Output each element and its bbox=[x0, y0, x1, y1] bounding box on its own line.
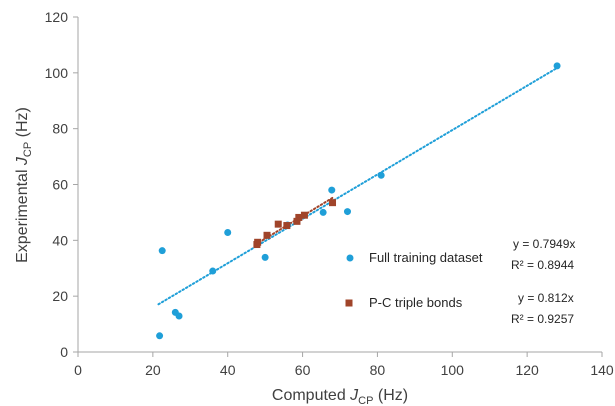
data-point bbox=[283, 222, 291, 230]
data-point bbox=[263, 231, 271, 239]
data-point bbox=[175, 312, 183, 320]
legend-label-full-training: Full training dataset bbox=[369, 250, 483, 265]
data-point bbox=[295, 213, 303, 221]
x-tick-label: 40 bbox=[220, 362, 236, 378]
data-point bbox=[158, 247, 166, 255]
series-full-training bbox=[156, 62, 561, 340]
x-tick-label: 60 bbox=[295, 362, 311, 378]
trendlines bbox=[157, 66, 559, 306]
trendline-full-training bbox=[157, 66, 559, 306]
y-tick-label: 0 bbox=[60, 344, 68, 360]
y-tick-label: 120 bbox=[45, 9, 69, 25]
data-point bbox=[274, 220, 282, 228]
data-point bbox=[319, 208, 327, 216]
x-tick-label: 80 bbox=[370, 362, 386, 378]
data-point bbox=[224, 229, 232, 237]
data-point bbox=[254, 238, 262, 246]
legend-marker-pc-triple bbox=[345, 299, 353, 307]
data-point bbox=[156, 332, 164, 340]
equations: y = 0.7949x R² = 0.8944 y = 0.812x R² = … bbox=[511, 237, 575, 326]
y-tick-label: 20 bbox=[52, 288, 68, 304]
data-point bbox=[293, 217, 301, 225]
data-points bbox=[156, 62, 561, 340]
y-tick-label: 100 bbox=[45, 65, 69, 81]
data-point bbox=[261, 253, 269, 261]
x-tick-label: 100 bbox=[441, 362, 465, 378]
axes: 0 20 40 60 80 100 120 140 0 20 40 60 80 100 120 bbox=[45, 9, 614, 378]
data-point bbox=[209, 267, 217, 275]
legend: Full training dataset P-C triple bonds bbox=[345, 250, 483, 310]
x-tick-label: 0 bbox=[74, 362, 82, 378]
y-tick-label: 60 bbox=[52, 177, 68, 193]
series-pc-triple bbox=[253, 199, 337, 249]
y-tick-label: 80 bbox=[52, 121, 68, 137]
data-point bbox=[328, 186, 336, 194]
equation-full-training: y = 0.7949x bbox=[513, 237, 575, 251]
y-axis-label: Experimental JCP (Hz) bbox=[14, 107, 34, 263]
y-tick-label: 40 bbox=[52, 232, 68, 248]
x-axis-label: Computed JCP (Hz) bbox=[272, 387, 408, 406]
data-point bbox=[553, 62, 561, 70]
x-tick-label: 20 bbox=[145, 362, 161, 378]
x-tick-label: 140 bbox=[590, 362, 614, 378]
legend-marker-full-training bbox=[346, 254, 354, 262]
legend-label-pc-triple: P-C triple bonds bbox=[369, 295, 463, 310]
r2-pc-triple: R² = 0.9257 bbox=[511, 312, 574, 326]
r2-full-training: R² = 0.8944 bbox=[511, 258, 574, 272]
equation-pc-triple: y = 0.812x bbox=[518, 291, 574, 305]
data-point bbox=[329, 199, 337, 207]
data-point bbox=[300, 211, 308, 219]
data-point bbox=[343, 208, 351, 216]
data-point bbox=[377, 171, 385, 179]
x-tick-label: 120 bbox=[515, 362, 539, 378]
